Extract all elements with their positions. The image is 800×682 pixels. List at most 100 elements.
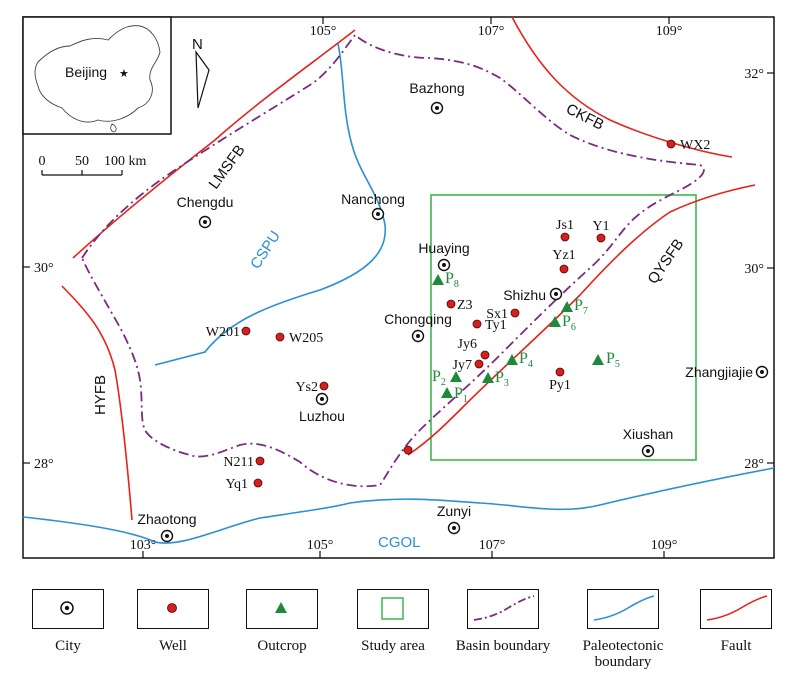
outcrop-marker-icon bbox=[506, 354, 518, 365]
tick-right-32: 32° bbox=[744, 67, 764, 82]
well-yz1: Yz1 bbox=[552, 248, 576, 274]
well-label: Ty1 bbox=[485, 318, 507, 333]
legend-city-label: City bbox=[55, 638, 81, 654]
well-marker-icon bbox=[560, 232, 570, 242]
legend-fault-box bbox=[700, 589, 772, 629]
well-w201: W201 bbox=[206, 325, 251, 340]
well-w205: W205 bbox=[275, 331, 323, 346]
paleo-label-cgol: CGOL bbox=[378, 534, 421, 551]
well-marker-icon bbox=[666, 139, 676, 149]
well-label: Yq1 bbox=[225, 477, 248, 492]
paleotectonic-line-cspu bbox=[154, 43, 387, 366]
well-z3: Z3 bbox=[446, 298, 473, 313]
legend-basin-icon bbox=[473, 595, 535, 621]
well-n211: N211 bbox=[223, 455, 265, 470]
outcrop-marker-icon bbox=[482, 372, 494, 383]
city-luzhou: Luzhou bbox=[299, 392, 345, 424]
well-label: Sx1 bbox=[486, 307, 508, 322]
well-jy7: Jy7 bbox=[453, 358, 484, 373]
well-marker-icon bbox=[555, 367, 565, 377]
well-label: W201 bbox=[206, 325, 240, 340]
city-zunyi: Zunyi bbox=[437, 503, 471, 535]
well-marker-icon bbox=[474, 359, 484, 369]
tick-right-30: 30° bbox=[744, 262, 764, 277]
city-huaying: Huaying bbox=[418, 240, 470, 272]
city-label: Chengdu bbox=[177, 194, 234, 210]
well-label: Jy7 bbox=[453, 358, 472, 373]
city-label: Huaying bbox=[418, 240, 469, 256]
city-zhangjiajie: Zhangjiajie bbox=[685, 364, 769, 380]
city-shizhu: Shizhu bbox=[503, 287, 563, 303]
legend-outcrop-icon bbox=[275, 602, 287, 613]
hainan-outline bbox=[110, 123, 117, 133]
well-label: Js1 bbox=[556, 218, 574, 233]
city-chengdu: Chengdu bbox=[177, 194, 234, 229]
cities-layer: Bazhong Chengdu Nanchong Huaying Shizhu Chong… bbox=[137, 80, 769, 543]
well-py1: Py1 bbox=[549, 367, 571, 393]
well-marker-icon bbox=[472, 319, 482, 329]
legend: City Well Outcrop Study area Basin bound… bbox=[0, 575, 800, 682]
tick-bottom-103: 103° bbox=[130, 538, 157, 553]
well-marker-icon bbox=[559, 264, 569, 274]
well-y1: Y1 bbox=[592, 219, 610, 243]
tick-left-28: 28° bbox=[34, 457, 54, 472]
tick-top-107: 107° bbox=[478, 24, 505, 39]
china-outline bbox=[34, 25, 161, 123]
legend-well-box bbox=[137, 589, 209, 629]
city-label: Shizhu bbox=[503, 287, 546, 303]
legend-well-label: Well bbox=[159, 638, 187, 654]
well-label: Y1 bbox=[592, 219, 609, 234]
well-marker-icon bbox=[319, 381, 329, 391]
legend-basin-box bbox=[467, 589, 539, 629]
city-nanchong: Nanchong bbox=[341, 191, 405, 221]
scale-label-50: 50 bbox=[75, 154, 89, 169]
legend-basin-label: Basin boundary bbox=[455, 638, 551, 654]
scale-label-100km: 100 km bbox=[104, 154, 147, 169]
legend-paleo-icon bbox=[593, 595, 655, 621]
well-label: N211 bbox=[223, 455, 254, 470]
city-label: Zhaotong bbox=[137, 511, 196, 527]
paleotectonic-line-cgol bbox=[22, 467, 775, 544]
well-marker-icon bbox=[275, 332, 285, 342]
well-wx2: WX2 bbox=[666, 138, 710, 153]
tick-top-109: 109° bbox=[656, 24, 683, 39]
tick-bottom-105: 105° bbox=[307, 538, 334, 553]
city-label: Zunyi bbox=[437, 503, 471, 519]
axis-ticks bbox=[23, 17, 774, 558]
well-marker-icon bbox=[403, 445, 413, 455]
basin-boundary bbox=[80, 33, 705, 488]
well-marker-icon bbox=[241, 326, 251, 336]
geologic-map: 105° 107° 109° 103° 105° 107° 109° 30° 2… bbox=[22, 16, 775, 559]
outcrop-marker-icon bbox=[549, 316, 561, 327]
well-marker-icon bbox=[480, 350, 490, 360]
well-ty1: Ty1 bbox=[472, 318, 507, 333]
study-area-box bbox=[430, 194, 697, 461]
well-marker-icon bbox=[596, 233, 606, 243]
fault-line-lmsfb bbox=[72, 29, 356, 259]
city-label: Bazhong bbox=[409, 80, 464, 96]
legend-city-box bbox=[32, 589, 104, 629]
well-label: Jy6 bbox=[458, 337, 477, 352]
well-yq1: Yq1 bbox=[225, 477, 263, 492]
city-chongqing: Chongqing bbox=[384, 311, 452, 343]
legend-study-area-box bbox=[357, 589, 429, 629]
well-sx1: Sx1 bbox=[486, 307, 520, 322]
legend-study-area-label: Study area bbox=[361, 638, 425, 654]
well-jy6: Jy6 bbox=[458, 337, 490, 360]
scale-bar-line bbox=[41, 170, 123, 176]
north-arrow-icon bbox=[195, 50, 210, 109]
well-marker-icon bbox=[446, 299, 456, 309]
legend-fault-icon bbox=[706, 595, 768, 621]
legend-paleo-box bbox=[587, 589, 659, 629]
legend-paleo-label: Paleotectonic boundary bbox=[582, 638, 664, 670]
city-label: Zhangjiajie bbox=[685, 364, 753, 380]
well-label: W205 bbox=[289, 331, 323, 346]
city-zhaotong: Zhaotong bbox=[137, 511, 197, 543]
scale-label-0: 0 bbox=[39, 154, 46, 169]
tick-left-30: 30° bbox=[34, 261, 54, 276]
well-marker-icon bbox=[255, 456, 265, 466]
fault-label-hyfb: HYFB bbox=[92, 375, 109, 415]
well-label: Py1 bbox=[549, 378, 571, 393]
